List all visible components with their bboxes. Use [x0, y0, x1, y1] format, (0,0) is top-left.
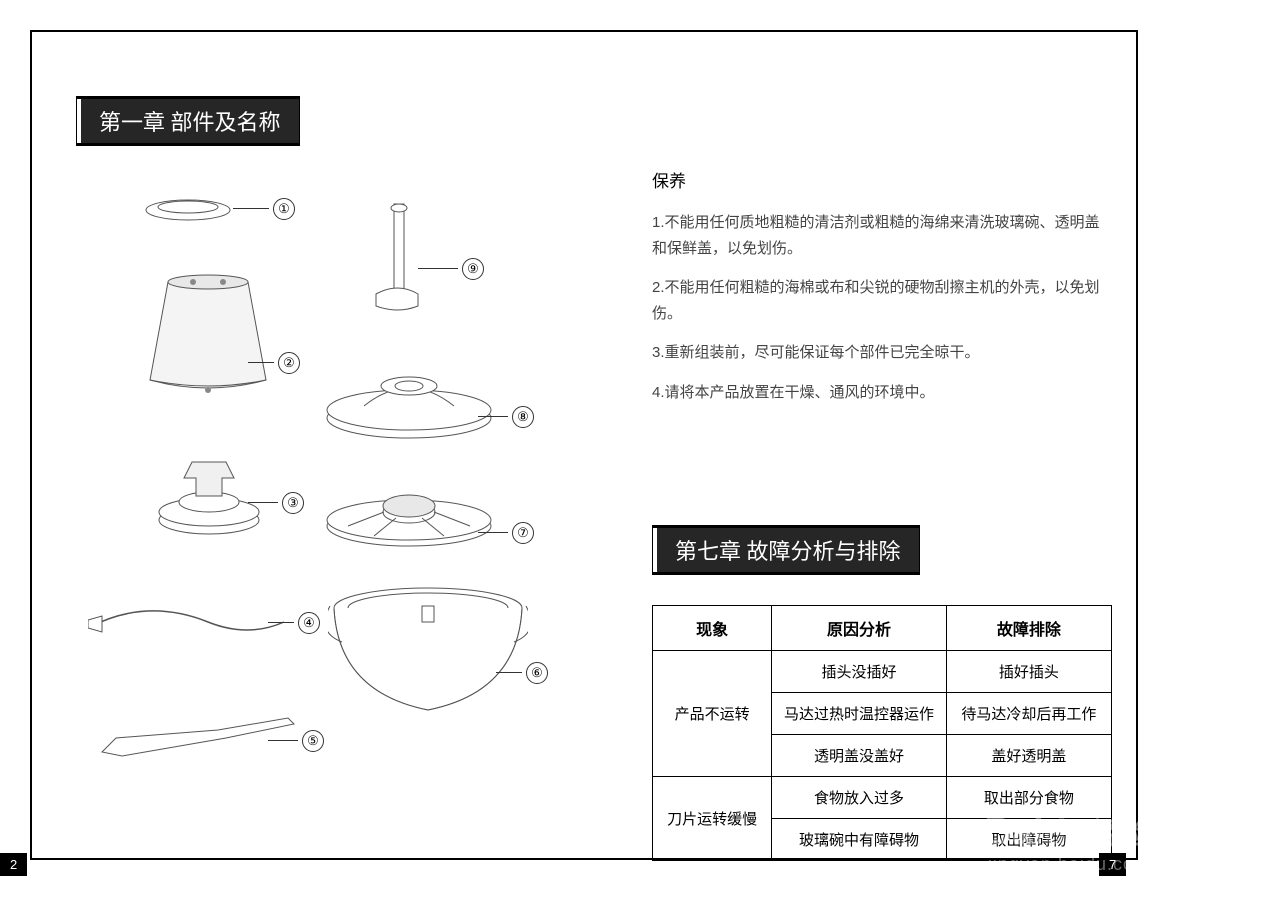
leader-8: [478, 416, 508, 417]
cause-cell: 玻璃碗中有障碍物: [772, 819, 946, 861]
part-label-6: ⑥: [526, 662, 548, 684]
right-column: 保养 1.不能用任何质地粗糙的清洁剂或粗糙的海绵来清洗玻璃碗、透明盖和保鲜盖，以…: [652, 167, 1112, 861]
maintenance-list: 1.不能用任何质地粗糙的清洁剂或粗糙的海绵来清洗玻璃碗、透明盖和保鲜盖，以免划伤…: [652, 210, 1112, 405]
part-7-innerlid: [324, 482, 494, 552]
part-label-2: ②: [278, 352, 300, 374]
part-label-7: ⑦: [512, 522, 534, 544]
fix-cell: 插好插头: [946, 651, 1111, 693]
leader-6: [496, 672, 522, 673]
col-fix: 故障排除: [946, 606, 1111, 651]
document-page: 第一章 部件及名称 ① ⑨: [0, 0, 1280, 905]
part-3-coupling: [154, 452, 264, 542]
maintenance-item: 2.不能用任何粗糙的海棉或布和尖锐的硬物刮擦主机的外壳，以免划伤。: [652, 275, 1112, 326]
leader-3: [248, 502, 278, 503]
symptom-cell: 刀片运转缓慢: [653, 777, 772, 861]
chapter7-title: 第七章 故障分析与排除: [653, 528, 919, 572]
leader-9: [418, 268, 458, 269]
part-6-bowl: [328, 582, 528, 722]
page-number-right: 7: [1099, 853, 1126, 876]
part-9-shaft: [358, 202, 438, 322]
parts-diagram: ① ⑨ ②: [78, 172, 578, 832]
part-8-lid: [324, 362, 494, 442]
leader-5: [268, 740, 298, 741]
maintenance-item: 4.请将本产品放置在干燥、通风的环境中。: [652, 380, 1112, 406]
cause-cell: 食物放入过多: [772, 777, 946, 819]
part-label-1: ①: [273, 198, 295, 220]
fix-cell: 待马达冷却后再工作: [946, 693, 1111, 735]
part-1-spoon: [138, 192, 238, 228]
cause-cell: 透明盖没盖好: [772, 735, 946, 777]
cause-cell: 插头没插好: [772, 651, 946, 693]
part-label-8: ⑧: [512, 406, 534, 428]
symptom-cell: 产品不运转: [653, 651, 772, 777]
maintenance-title: 保养: [652, 167, 1112, 192]
part-label-4: ④: [298, 612, 320, 634]
leader-1: [233, 208, 269, 209]
fix-cell: 盖好透明盖: [946, 735, 1111, 777]
part-2-motor: [138, 272, 278, 402]
maintenance-item: 1.不能用任何质地粗糙的清洁剂或粗糙的海绵来清洗玻璃碗、透明盖和保鲜盖，以免划伤…: [652, 210, 1112, 261]
col-symptom: 现象: [653, 606, 772, 651]
chapter1-header: 第一章 部件及名称: [76, 96, 300, 146]
cause-cell: 马达过热时温控器运作: [772, 693, 946, 735]
col-cause: 原因分析: [772, 606, 946, 651]
troubleshoot-table: 现象 原因分析 故障排除 产品不运转 插头没插好 插好插头 马达过热时温控器运作: [652, 605, 1112, 861]
leader-2: [248, 362, 274, 363]
leader-7: [478, 532, 508, 533]
fix-cell: 取出部分食物: [946, 777, 1111, 819]
part-label-3: ③: [282, 492, 304, 514]
part-label-9: ⑨: [462, 258, 484, 280]
chapter7-section: 第七章 故障分析与排除 现象 原因分析 故障排除 产品不运转 插头没插好: [652, 525, 1112, 861]
maintenance-item: 3.重新组装前，尽可能保证每个部件已完全晾干。: [652, 340, 1112, 366]
chapter1-title: 第一章 部件及名称: [77, 99, 299, 143]
leader-4: [268, 622, 294, 623]
fix-cell: 取出障碍物: [946, 819, 1111, 861]
part-4-cord: [88, 592, 288, 652]
part-label-5: ⑤: [302, 730, 324, 752]
page-number-left: 2: [0, 853, 27, 876]
page-frame: 第一章 部件及名称 ① ⑨: [30, 30, 1138, 860]
